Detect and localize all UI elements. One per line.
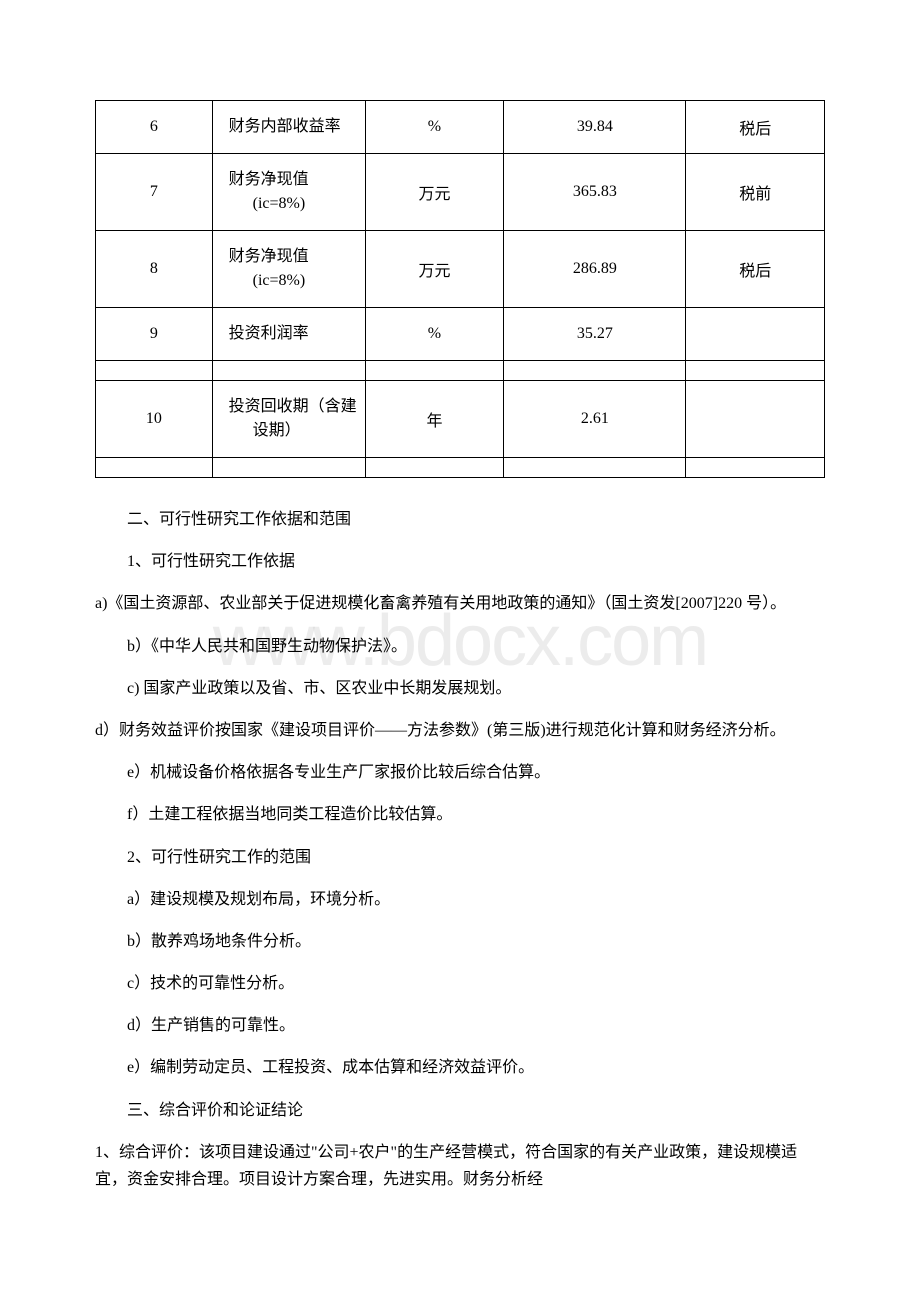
table-row: 7财务净现值(ic=8%)万元365.83税前	[96, 154, 825, 231]
table-row	[96, 361, 825, 381]
note-cell: 税后	[686, 101, 825, 154]
note-cell: 税前	[686, 154, 825, 231]
value-cell: 365.83	[504, 154, 686, 231]
unit-cell: 年	[365, 381, 504, 458]
paragraph: c）技术的可靠性分析。	[95, 970, 825, 997]
spacer-cell	[504, 361, 686, 381]
indicator-name-cell: 财务净现值(ic=8%)	[212, 154, 365, 231]
note-cell: 税后	[686, 231, 825, 308]
table-row: 8财务净现值(ic=8%)万元286.89税后	[96, 231, 825, 308]
row-number-cell: 10	[96, 381, 213, 458]
spacer-cell	[686, 458, 825, 478]
paragraph: 1、可行性研究工作依据	[95, 548, 825, 575]
note-cell	[686, 308, 825, 361]
paragraph: f）土建工程依据当地同类工程造价比较估算。	[95, 801, 825, 828]
value-cell: 35.27	[504, 308, 686, 361]
document-body: 二、可行性研究工作依据和范围 1、可行性研究工作依据 a)《国土资源部、农业部关于促…	[95, 506, 825, 1193]
unit-cell: %	[365, 101, 504, 154]
value-cell: 286.89	[504, 231, 686, 308]
paragraph: e）编制劳动定员、工程投资、成本估算和经济效益评价。	[95, 1054, 825, 1081]
financial-indicators-table: 6财务内部收益率%39.84税后7财务净现值(ic=8%)万元365.83税前8…	[95, 100, 825, 478]
indicator-name-cell: 财务净现值(ic=8%)	[212, 231, 365, 308]
spacer-cell	[686, 361, 825, 381]
value-cell: 39.84	[504, 101, 686, 154]
spacer-cell	[212, 458, 365, 478]
paragraph: a)《国土资源部、农业部关于促进规模化畜禽养殖有关用地政策的通知》（国土资发[2…	[95, 590, 825, 617]
row-number-cell: 9	[96, 308, 213, 361]
spacer-cell	[504, 458, 686, 478]
paragraph: b）散养鸡场地条件分析。	[95, 928, 825, 955]
paragraph: 三、综合评价和论证结论	[95, 1097, 825, 1124]
indicator-name-cell: 投资利润率	[212, 308, 365, 361]
paragraph: b）《中华人民共和国野生动物保护法》。	[95, 633, 825, 660]
paragraph: e）机械设备价格依据各专业生产厂家报价比较后综合估算。	[95, 759, 825, 786]
table-row	[96, 458, 825, 478]
paragraph: 1、综合评价：该项目建设通过"公司+农户"的生产经营模式，符合国家的有关产业政策…	[95, 1139, 825, 1193]
unit-cell: 万元	[365, 231, 504, 308]
table-row: 6财务内部收益率%39.84税后	[96, 101, 825, 154]
row-number-cell: 6	[96, 101, 213, 154]
spacer-cell	[365, 458, 504, 478]
indicator-name-cell: 财务内部收益率	[212, 101, 365, 154]
row-number-cell: 8	[96, 231, 213, 308]
paragraph: c) 国家产业政策以及省、市、区农业中长期发展规划。	[95, 675, 825, 702]
paragraph: a）建设规模及规划布局，环境分析。	[95, 886, 825, 913]
note-cell	[686, 381, 825, 458]
value-cell: 2.61	[504, 381, 686, 458]
row-number-cell: 7	[96, 154, 213, 231]
table-row: 10投资回收期（含建设期）年2.61	[96, 381, 825, 458]
spacer-cell	[96, 458, 213, 478]
spacer-cell	[212, 361, 365, 381]
unit-cell: %	[365, 308, 504, 361]
paragraph: 2、可行性研究工作的范围	[95, 844, 825, 871]
paragraph: d）财务效益评价按国家《建设项目评价——方法参数》(第三版)进行规范化计算和财务…	[95, 717, 825, 744]
indicator-name-cell: 投资回收期（含建设期）	[212, 381, 365, 458]
paragraph: 二、可行性研究工作依据和范围	[95, 506, 825, 533]
unit-cell: 万元	[365, 154, 504, 231]
paragraph: d）生产销售的可靠性。	[95, 1012, 825, 1039]
table-row: 9投资利润率%35.27	[96, 308, 825, 361]
spacer-cell	[96, 361, 213, 381]
spacer-cell	[365, 361, 504, 381]
